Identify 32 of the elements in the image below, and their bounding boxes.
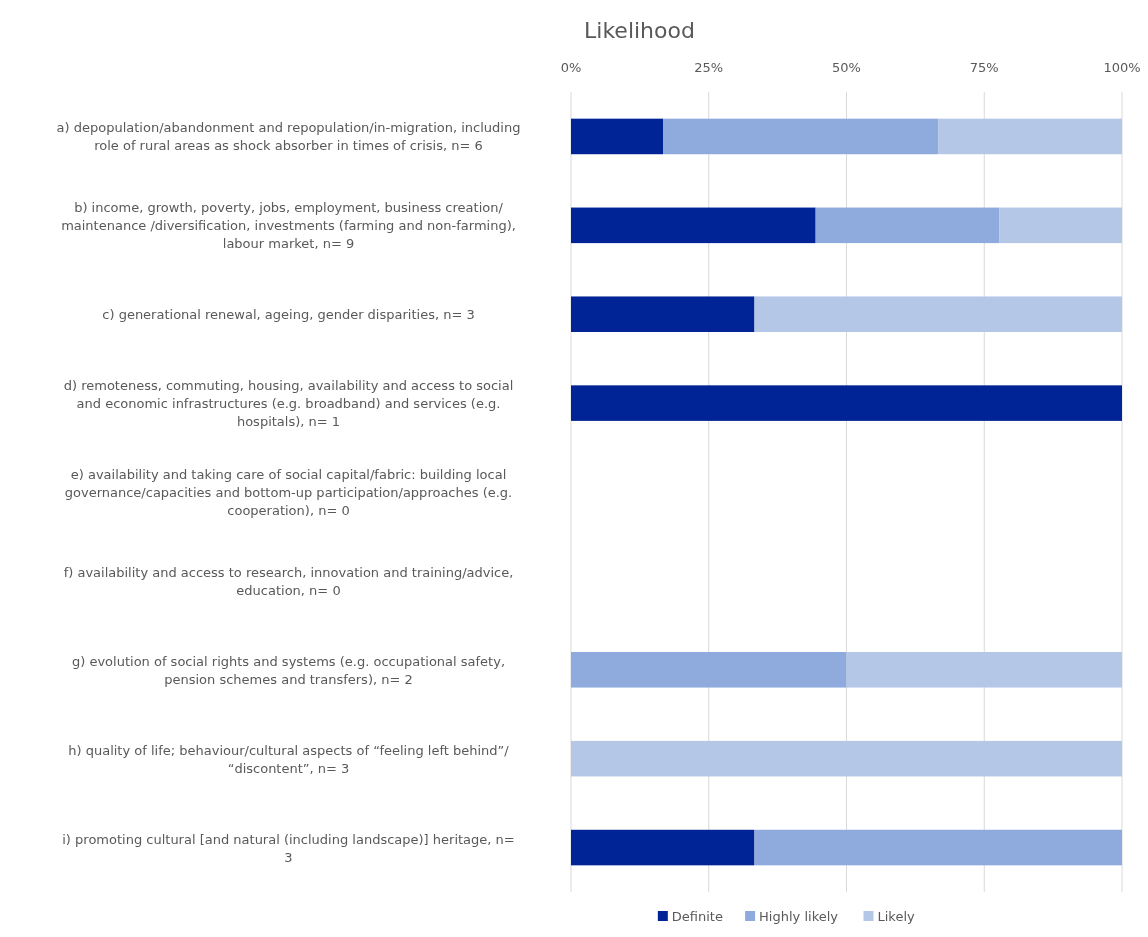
y-tick-label: e) availability and taking care of social capital/fabric: building local governance/capacities and bottom-up participation/approaches (e.g. cooperation), n= 0 — [64, 467, 513, 518]
bar — [571, 296, 755, 332]
bar — [815, 207, 1000, 244]
y-tick-label: h) quality of life; behaviour/cultural aspects of “feeling left behind”/ “discontent”, n= 3 — [68, 742, 510, 776]
bar — [999, 207, 1122, 244]
x-tick-label: 100% — [1103, 60, 1141, 75]
bar — [571, 385, 1122, 421]
bar — [571, 829, 755, 866]
y-tick-label: b) income, growth, poverty, jobs, employment, business creation/ maintenance /diversification, investments (farming and non-farming), labour market, n= 9 — [61, 200, 516, 252]
bar — [663, 118, 939, 155]
bar — [846, 652, 1122, 688]
bar — [571, 740, 1122, 777]
x-tick-label: 25% — [694, 60, 724, 75]
y-tick-label: a) depopulation/abandonment and repopulation/in-migration, including role of rural areas as shock absorber in times of crisis, n= 6 — [56, 120, 521, 154]
legend-label: Likely — [877, 909, 916, 924]
x-tick-label: 75% — [969, 60, 999, 75]
bar — [754, 296, 1122, 332]
x-tick-label: 0% — [560, 60, 582, 75]
bar — [938, 118, 1122, 155]
chart-title: Likelihood — [584, 18, 695, 43]
legend-label: Definite — [671, 909, 723, 924]
bar — [571, 652, 847, 688]
y-tick-label: g) evolution of social rights and systems (e.g. occupational safety, pension schemes and transfers), n= 2 — [71, 653, 506, 687]
bar — [571, 207, 816, 244]
bar — [571, 118, 664, 155]
y-tick-label: f) availability and access to research, innovation and training/advice, education, n= 0 — [63, 564, 514, 598]
x-tick-label: 50% — [832, 60, 861, 75]
legend-label: Highly likely — [759, 909, 839, 924]
y-tick-label: d) remoteness, commuting, housing, availability and access to social and economic infrastructures (e.g. broadband) and services (e.g. hospitals), n= 1 — [63, 378, 514, 430]
y-tick-label: i) promoting cultural [and natural (including landscape)] heritage, n= 3 — [62, 831, 515, 865]
y-tick-label: c) generational renewal, ageing, gender disparities, n= 3 — [102, 307, 475, 323]
bar — [754, 829, 1122, 866]
